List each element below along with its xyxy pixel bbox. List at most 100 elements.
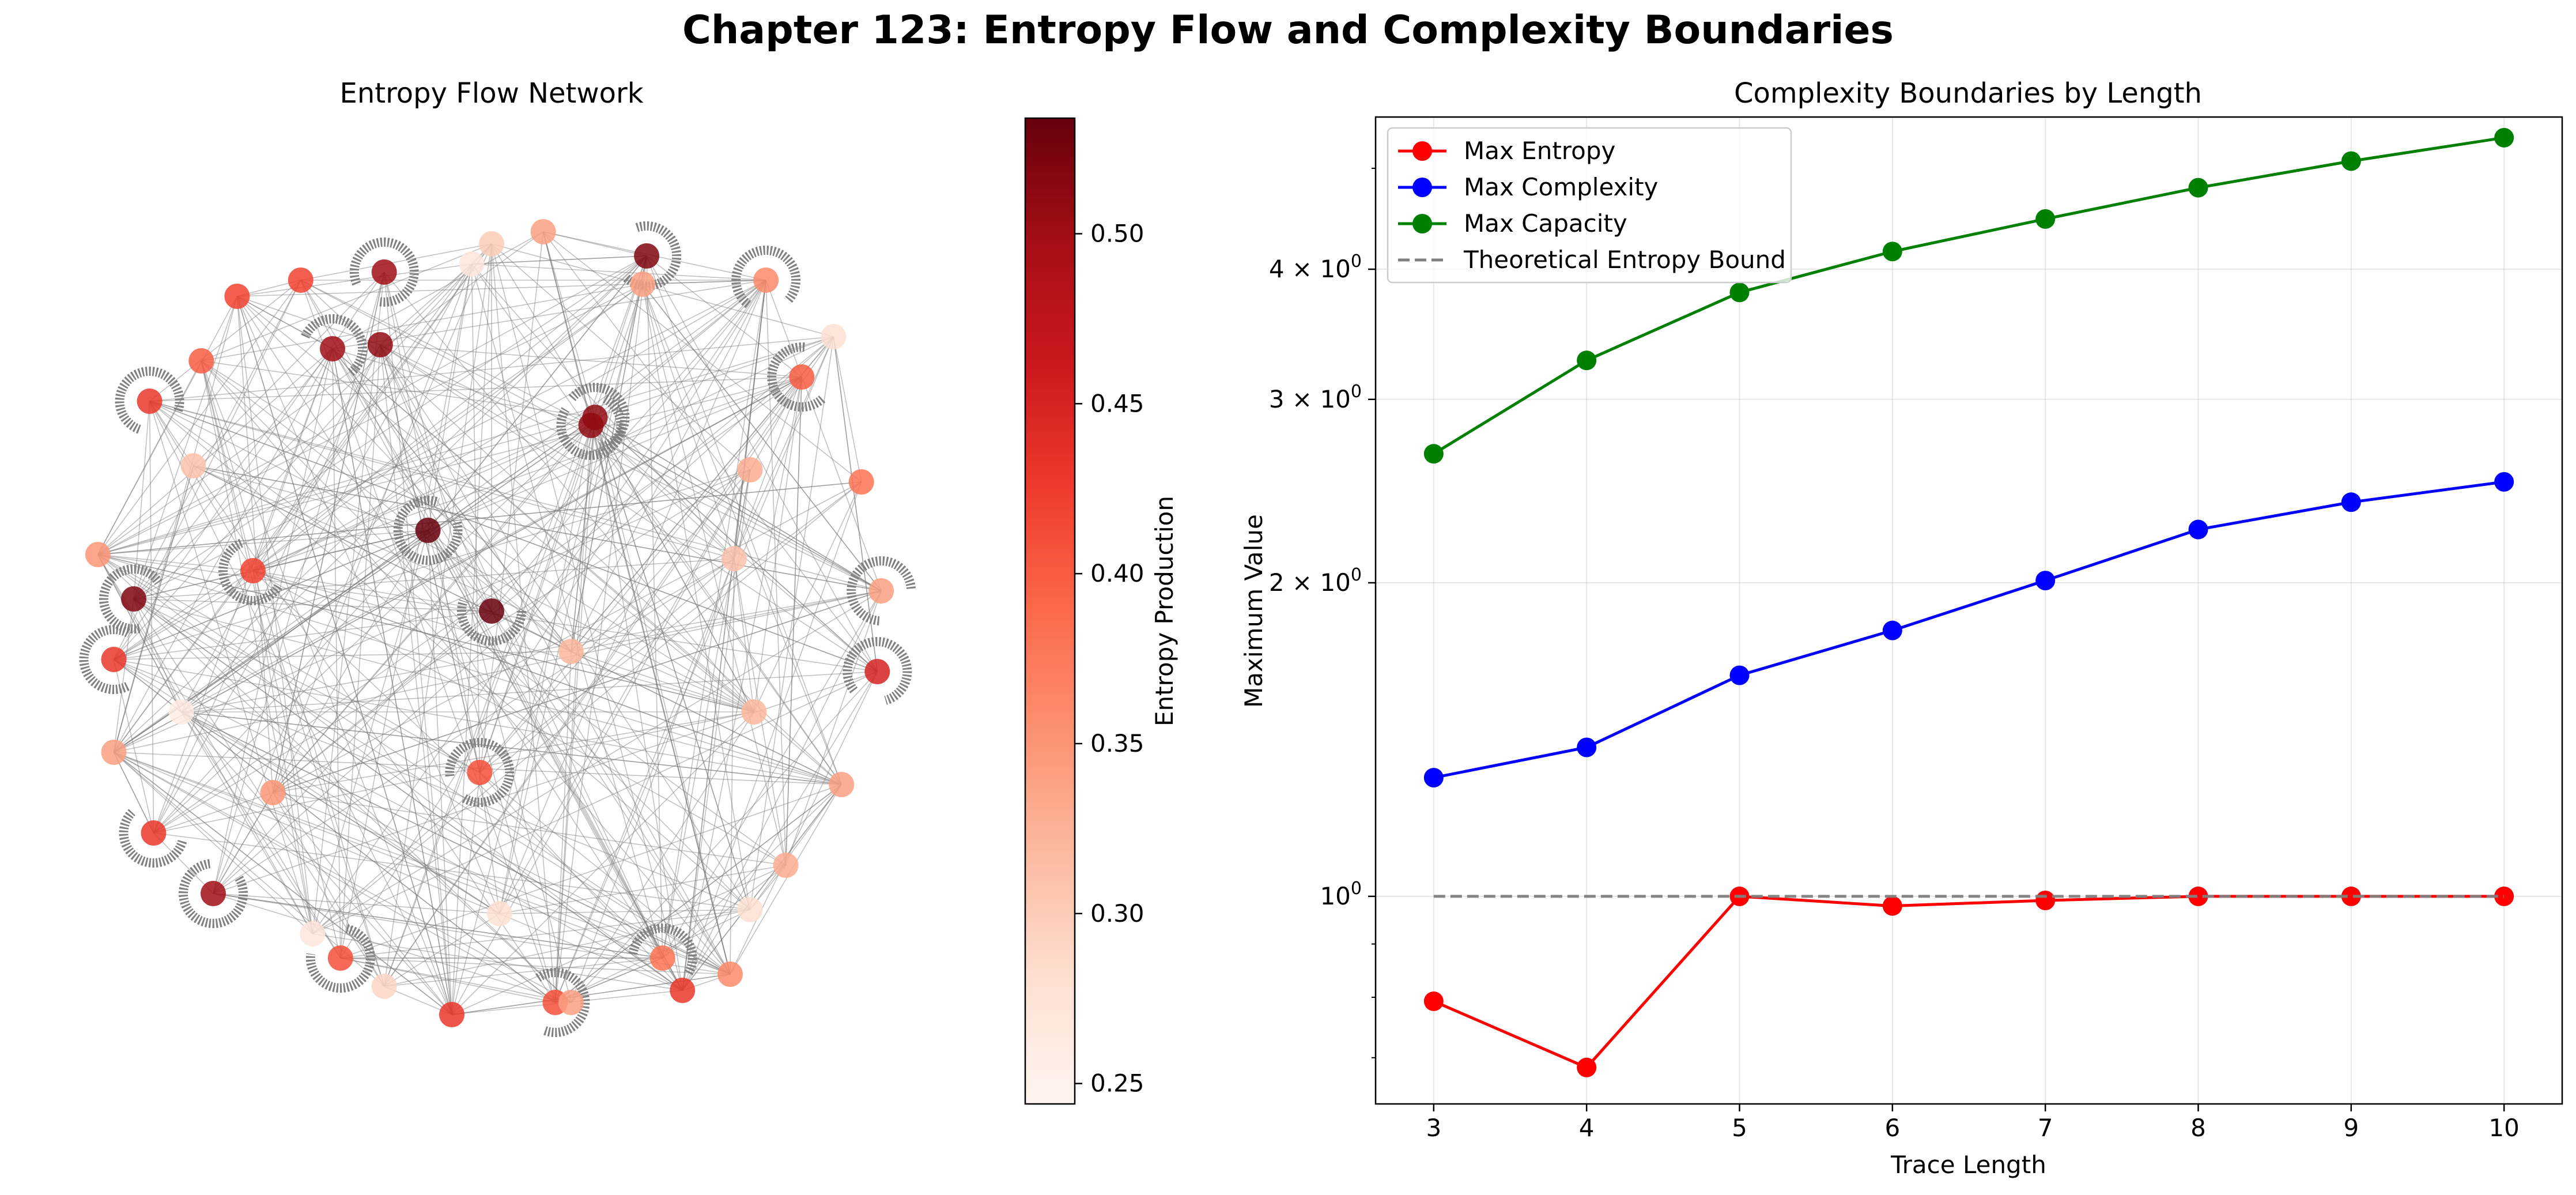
network-edge [340, 909, 750, 959]
network-edge [380, 344, 882, 591]
arrowhead-ring [79, 625, 133, 694]
network-edge [237, 296, 333, 349]
network-edge [380, 344, 751, 910]
line-chart-title: Complexity Boundaries by Length [1734, 77, 2202, 110]
network-node [367, 332, 393, 357]
network-edge [590, 425, 842, 785]
network-edge [114, 280, 766, 753]
network-edge [252, 417, 595, 571]
network-edge [133, 348, 333, 600]
network-edge [133, 255, 647, 600]
network-node [479, 598, 504, 624]
network-edge [213, 280, 766, 894]
line-chart-panel: Complexity Boundaries by Length 3 4 5 6 7 8 9 1… [1240, 77, 2563, 1179]
network-edge [384, 913, 500, 987]
network-edge [734, 280, 766, 559]
arrowhead-ring [445, 738, 515, 807]
network-edge [252, 570, 842, 785]
network-edge [642, 284, 751, 910]
arrowhead-ring [393, 496, 463, 565]
network-edge [201, 360, 754, 713]
network-edge [114, 280, 766, 660]
network-edge [97, 554, 731, 975]
network-edge [479, 469, 751, 773]
network-edge [201, 360, 313, 934]
network-edge [113, 296, 238, 753]
network-edge [451, 711, 754, 1015]
network-edge [730, 671, 878, 975]
network-edge [236, 296, 452, 1015]
network-edge [252, 255, 647, 571]
network-edge [236, 296, 572, 652]
network-edge [749, 784, 842, 910]
network-edge [380, 344, 735, 559]
legend-label: Max Complexity [1464, 173, 1658, 201]
network-edge [734, 558, 755, 713]
network-edge [113, 465, 194, 753]
network-edge [97, 554, 480, 773]
network-edge [594, 417, 878, 672]
network-node [486, 901, 512, 926]
network-edge [114, 659, 750, 910]
network-edge [213, 792, 274, 894]
network-edge [97, 296, 238, 555]
network-edge [471, 255, 647, 265]
x-axis-label: Trace Length [1890, 1151, 2046, 1179]
network-node [821, 324, 847, 349]
network-node [737, 457, 763, 482]
network-edge [594, 417, 882, 591]
network-edge [312, 933, 683, 991]
network-edge [201, 360, 385, 987]
network-edge [499, 280, 766, 914]
network-edge [312, 590, 882, 934]
network-edge [193, 465, 882, 591]
data-point [1577, 350, 1597, 371]
network-edge [491, 243, 683, 991]
network-edge [380, 344, 731, 975]
data-point [2035, 891, 2056, 911]
network-edge [734, 376, 802, 559]
network-edge [181, 590, 882, 713]
network-edge [237, 280, 766, 297]
network-node [439, 1002, 464, 1027]
network-nodes [85, 219, 894, 1027]
network-edge [97, 481, 862, 555]
network-edge [201, 360, 254, 571]
network-edge [734, 336, 834, 559]
network-edge [479, 772, 683, 991]
network-node [180, 453, 206, 478]
network-edge [543, 231, 878, 672]
network-edge [273, 590, 882, 793]
network-edge [471, 255, 647, 265]
network-edge [554, 784, 842, 1003]
network-edge [543, 231, 862, 482]
network-edge [479, 481, 862, 773]
network-edge [97, 554, 754, 713]
network-edge [594, 280, 766, 418]
y-axis-label: Maximum Value [1240, 514, 1268, 708]
network-edge [149, 401, 154, 834]
network-edge [201, 360, 572, 652]
network-edge [114, 752, 663, 959]
network-edge [451, 284, 643, 1015]
network-edge [193, 465, 428, 531]
x-tick-label: 3 [1426, 1114, 1441, 1142]
network-edge [181, 711, 500, 914]
network-edge [149, 401, 556, 1003]
network-edge [97, 554, 313, 934]
network-edge [153, 469, 750, 834]
network-edge [340, 344, 381, 959]
network-edge [133, 598, 572, 1003]
network-edge [332, 348, 341, 959]
network-edge [113, 752, 154, 834]
network-edge [133, 280, 301, 600]
network-edge [149, 376, 802, 402]
network-edge [97, 417, 595, 555]
network-edge [273, 711, 754, 793]
network-edge [149, 401, 787, 866]
network-node [864, 659, 890, 684]
network-edge [149, 401, 878, 672]
network-edge [133, 530, 428, 600]
arrowhead-ring [457, 599, 526, 646]
network-edge [133, 598, 385, 987]
